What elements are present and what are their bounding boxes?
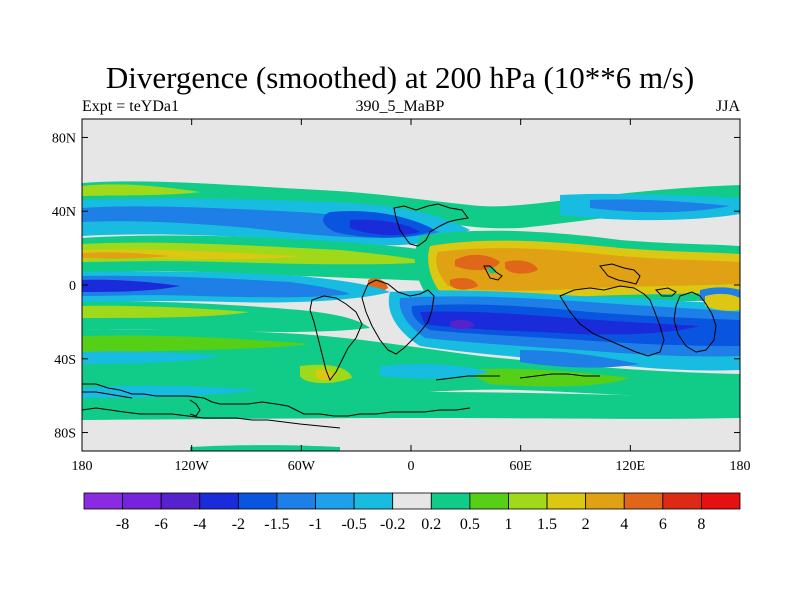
colorbar-label: 0.5 xyxy=(460,516,480,533)
colorbar-label: 1.5 xyxy=(537,516,557,533)
field-east-pacific-blue xyxy=(590,199,730,213)
outline-south-rim-3 xyxy=(435,375,500,381)
y-tick-label: 40S xyxy=(54,353,76,368)
field-north-lightgreen xyxy=(82,184,200,196)
x-tick-label: 60E xyxy=(509,459,532,474)
axis-ticks: 180 120W 60W 0 60E 120E 180 80N 40N 0 40S 80S xyxy=(52,119,751,474)
outline-africa xyxy=(361,279,435,355)
x-tick-label: 180 xyxy=(730,459,751,474)
field-tropical-lightgreen xyxy=(82,242,430,265)
colorbar: -8 -6 -4 -2 -1.5 -1 -0.5 -0.2 0.2 0.5 1 1.5 2 4 6 8 xyxy=(83,492,741,533)
field-polar-grey xyxy=(82,418,740,451)
colorbar-label: -2 xyxy=(232,516,245,533)
outline-pacific-island xyxy=(654,287,677,297)
field-green-spot xyxy=(488,267,496,274)
outline-antarctic-coast xyxy=(82,383,471,417)
field-far-south-blue xyxy=(520,350,640,368)
field-orange-west xyxy=(82,252,170,259)
outline-indonesia xyxy=(599,263,641,285)
outline-south-rim-2 xyxy=(519,373,600,379)
y-tick-label: 0 xyxy=(69,279,76,294)
x-tick-label: 60W xyxy=(288,459,316,474)
colorbar-label: -0.5 xyxy=(341,516,366,533)
colorbar-label: 1 xyxy=(504,516,512,533)
colorbar-label: -8 xyxy=(116,516,129,533)
colorbar-swatch xyxy=(662,492,702,510)
outline-antarctic-peninsula xyxy=(189,399,201,417)
colorbar-swatch xyxy=(546,492,587,510)
field-south-east-lime xyxy=(460,368,630,387)
outline-south-america xyxy=(309,295,363,382)
colorbar-swatch xyxy=(122,492,162,510)
y-tick-label: 80S xyxy=(54,427,76,442)
y-tick-label: 40N xyxy=(52,205,76,220)
colorbar-swatch xyxy=(160,492,201,510)
chart-title: Divergence (smoothed) at 200 hPa (10**6 … xyxy=(105,60,695,95)
colorbar-swatch xyxy=(315,492,355,510)
continent-outlines xyxy=(82,203,717,429)
colorbar-swatch xyxy=(353,492,394,510)
colorbar-label: 0.2 xyxy=(421,516,441,533)
colorbar-label: -0.2 xyxy=(380,516,405,533)
field-south-core-blue xyxy=(420,311,700,335)
x-tick-label: 120E xyxy=(616,459,646,474)
colorbar-label: 6 xyxy=(659,516,667,533)
center-subtitle: 390_5_MaBP xyxy=(355,98,445,115)
colorbar-label: -1.5 xyxy=(264,516,289,533)
right-subtitle: JJA xyxy=(715,98,740,115)
field-equatorial-orange-east xyxy=(436,248,740,291)
x-tick-label: 0 xyxy=(408,459,415,474)
field-south-mid-yellow xyxy=(316,369,335,381)
field-subpolar-blue xyxy=(82,385,260,398)
colorbar-swatch xyxy=(430,492,471,510)
colorbar-swatch xyxy=(83,492,123,510)
colorbar-swatch xyxy=(276,492,316,510)
field-south-lightgreen-west xyxy=(82,305,250,318)
colorbar-label: -1 xyxy=(309,516,322,533)
field-polar-green-strip xyxy=(190,445,340,451)
colorbar-swatch xyxy=(623,492,664,510)
field-subpolar-green xyxy=(82,392,740,420)
colorbar-swatch xyxy=(199,492,239,510)
left-subtitle: Expt = teYDa1 xyxy=(82,98,179,115)
colorbar-label: 4 xyxy=(620,516,628,533)
field-far-south-blue2 xyxy=(380,364,490,379)
field-south-mid-lime xyxy=(82,335,310,352)
field-green-dot xyxy=(168,399,174,404)
y-tick-label: 80N xyxy=(52,131,76,146)
colorbar-swatch xyxy=(585,492,625,510)
field-south-pacific-blue xyxy=(82,351,220,364)
colorbar-swatch xyxy=(701,492,741,510)
outline-antarctic-inner xyxy=(82,407,341,429)
colorbar-swatch xyxy=(508,492,548,510)
colorbar-label: -6 xyxy=(155,516,168,533)
field-red-spot-2 xyxy=(505,260,538,274)
colorbar-swatch xyxy=(392,492,432,510)
colorbar-swatch xyxy=(237,492,278,510)
colorbar-swatch xyxy=(469,492,509,510)
outline-south-rim-1 xyxy=(82,391,133,399)
field-equatorial-blue-mid xyxy=(82,275,350,298)
x-tick-label: 180 xyxy=(72,459,93,474)
colorbar-label: 8 xyxy=(697,516,705,533)
outline-europe xyxy=(393,203,469,247)
field-australia-yellow xyxy=(705,293,740,311)
field-equatorial-blue-core xyxy=(82,279,180,292)
colorbar-label: 2 xyxy=(582,516,590,533)
outline-australia xyxy=(673,291,717,353)
x-tick-label: 120W xyxy=(175,459,210,474)
field-south-purple-spot xyxy=(450,319,475,329)
outline-arabia xyxy=(483,265,503,281)
colorbar-label: -4 xyxy=(193,516,206,533)
field-red-spot-3 xyxy=(450,278,478,290)
field-north-core-blue xyxy=(350,219,420,235)
outline-india xyxy=(559,285,665,357)
